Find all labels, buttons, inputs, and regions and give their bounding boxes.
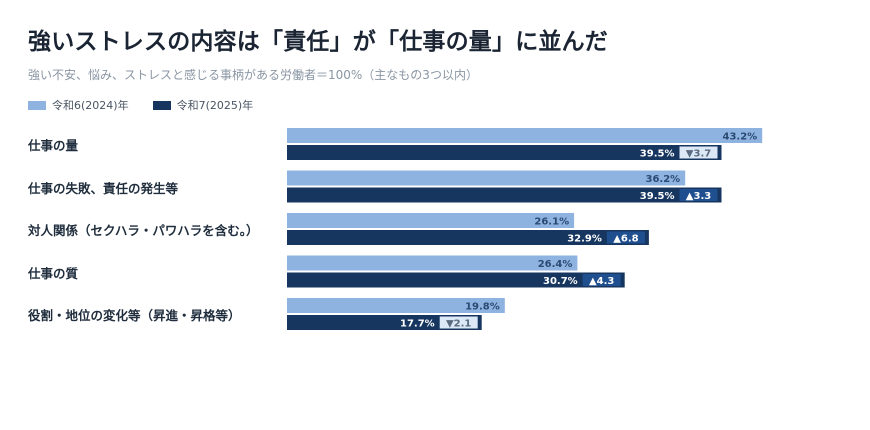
value-label-2024: 36.2%	[645, 174, 680, 185]
category-label: 役割・地位の変化等（昇進・昇格等）	[28, 308, 241, 323]
category-label: 仕事の失敗、責任の発生等	[28, 180, 179, 196]
bar-2024	[287, 298, 505, 313]
change-badge	[606, 231, 645, 244]
bar-2024	[287, 213, 575, 228]
legend-swatch-2024	[28, 100, 46, 110]
value-label-2025: 30.7%	[543, 276, 578, 287]
legend-item-2025: 令和7(2025)年	[152, 97, 254, 113]
legend: 令和6(2024)年 令和7(2025)年	[28, 97, 253, 113]
value-label-2025: 39.5%	[640, 191, 675, 202]
legend-item-2024: 令和6(2024)年	[28, 97, 129, 113]
value-label-2025: 17.7%	[400, 319, 435, 330]
chart-subtitle: 強い不安、悩み、ストレスと感じる事柄がある労働者＝100%（主なもの3つ以内）	[28, 68, 478, 82]
change-label: ▼3.7	[686, 149, 711, 160]
bar-2025	[287, 272, 625, 288]
bar-2024	[287, 255, 578, 271]
change-badge	[679, 189, 718, 201]
legend-label-2025: 令和7(2025)年	[176, 99, 254, 112]
legend-label-2024: 令和6(2024)年	[52, 99, 129, 112]
bar-2025	[287, 315, 482, 330]
chart-title: 強いストレスの内容は「責任」が「仕事の量」に並んだ	[28, 29, 608, 55]
value-label-2024: 19.8%	[465, 302, 500, 313]
change-badge	[679, 146, 718, 159]
bar-2025	[287, 187, 722, 203]
category-label: 仕事の質	[28, 265, 79, 281]
bar-2025	[287, 145, 722, 160]
legend-swatch-2025	[152, 100, 171, 110]
change-label: ▲6.8	[613, 234, 638, 245]
bar-2024	[287, 128, 763, 143]
bar-2024	[287, 170, 686, 186]
value-label-2024: 26.4%	[538, 259, 573, 270]
value-label-2024: 26.1%	[534, 217, 569, 228]
change-badge	[439, 316, 478, 329]
value-label-2025: 39.5%	[640, 149, 675, 160]
change-badge	[582, 274, 621, 286]
value-label-2024: 43.2%	[722, 132, 757, 143]
change-label: ▲3.3	[686, 191, 711, 202]
change-label: ▲4.3	[589, 276, 614, 287]
value-label-2025: 32.9%	[567, 234, 602, 245]
change-label: ▼2.1	[446, 319, 471, 330]
bar-2025	[287, 230, 649, 245]
category-label: 対人関係（セクハラ・パワハラを含む。）	[28, 223, 259, 238]
category-label: 仕事の量	[28, 138, 79, 153]
